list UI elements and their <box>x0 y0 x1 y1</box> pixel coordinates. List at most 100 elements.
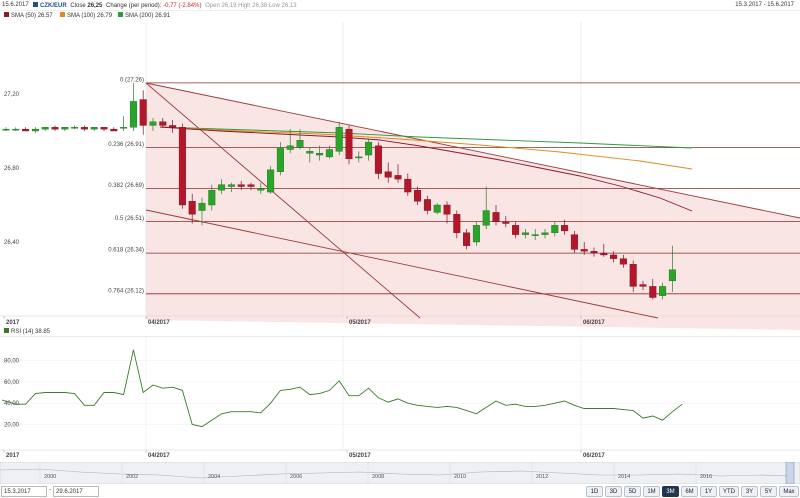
range-button-5d[interactable]: 5D <box>624 486 641 497</box>
navigator-selection[interactable] <box>785 462 795 484</box>
candle-body <box>218 184 226 191</box>
candle <box>2 127 10 131</box>
header-date: 15.6.2017 <box>2 2 29 8</box>
range-button-ytd[interactable]: YTD <box>719 486 739 497</box>
fib-levels: 0 (27.26) 0.236 (26.91) 0.382 (26.69) 0.5 (… <box>108 77 800 294</box>
timeline-navigator[interactable]: 2000 2002 2004 2006 2008 2010 2012 2014 2016 <box>0 462 800 484</box>
candle <box>247 182 255 191</box>
candle-body <box>619 258 627 265</box>
candle <box>668 245 676 292</box>
range-button-6m[interactable]: 6M <box>681 486 698 497</box>
candle-body <box>325 149 333 158</box>
candle-body <box>71 127 79 129</box>
candle-body <box>551 225 559 233</box>
ohlc-values: Open 26,19 High 26,38 Low 26,13 <box>205 3 297 9</box>
range-from-input[interactable]: 15.3.2017 <box>1 486 47 497</box>
candle <box>639 280 647 291</box>
header-period: 15.3.2017 - 15.6.2017 <box>735 2 794 8</box>
candle <box>414 186 422 205</box>
range-button-1y[interactable]: 1Y <box>700 486 717 497</box>
candle-body <box>276 147 284 172</box>
range-to-value: 29.6.2017 <box>56 489 83 495</box>
rsi-axis: 80,00 60,00 40,00 20,00 2017 04/2017 05/2017 06… <box>3 359 605 459</box>
y-tick-label: 26,80 <box>4 166 20 172</box>
candle <box>443 201 451 224</box>
candle <box>423 195 431 215</box>
legend-swatch-icon <box>118 12 123 17</box>
range-button-1m[interactable]: 1M <box>643 486 660 497</box>
navigator-year-label: 2002 <box>126 474 138 480</box>
candle <box>100 127 108 131</box>
candle <box>610 251 618 263</box>
close-value: 26,25 <box>87 3 103 9</box>
range-button-max[interactable]: Max <box>779 486 799 497</box>
sma-100-line <box>159 126 693 170</box>
header-symbol: CZK/EUR <box>40 3 67 9</box>
candle-body <box>100 127 108 130</box>
candle <box>629 260 637 292</box>
legend-value: 26.79 <box>97 13 113 19</box>
range-to-input[interactable]: 29.6.2017 <box>53 486 99 497</box>
candle-body <box>463 232 471 246</box>
price-chart[interactable]: 0 (27.26) 0.236 (26.91) 0.382 (26.69) 0.5 (… <box>0 0 800 330</box>
candle-body <box>237 184 245 187</box>
candle-body <box>482 210 490 226</box>
navigator-year-label: 2010 <box>454 474 466 480</box>
rsi-value: 38.85 <box>35 329 51 335</box>
range-button-1d[interactable]: 1D <box>586 486 603 497</box>
candle <box>198 197 206 226</box>
candle-body <box>169 125 177 128</box>
range-button-3m[interactable]: 3M <box>662 486 679 497</box>
price-axis: 27,20 26,80 26,40 2017 04/2017 05/2017 06/2017 <box>3 92 605 326</box>
candle <box>404 173 412 196</box>
rsi-y-tick-label: 40,00 <box>4 401 20 407</box>
fib-level-label: 0 (27.26) <box>120 77 144 83</box>
legend-value: 26.91 <box>155 13 171 19</box>
candle-body <box>433 204 441 213</box>
symbol-group[interactable]: CZK/EUR Close 26,25 Change (per period):… <box>33 2 297 9</box>
candle-body <box>404 178 412 193</box>
range-button-3y[interactable]: 3Y <box>741 486 758 497</box>
rsi-chart[interactable]: 80,00 60,00 40,00 20,00 2017 04/2017 05/2017 06… <box>0 336 800 460</box>
candle <box>335 121 343 156</box>
candle-body <box>120 127 128 129</box>
candle <box>472 221 480 246</box>
rsi-series-line <box>1 349 683 428</box>
candle-body <box>22 128 30 132</box>
x-tick-label: 2017 <box>6 320 20 326</box>
info-bar: 15.6.2017 CZK/EUR Close 26,25 Change (pe… <box>0 0 800 11</box>
candle-body <box>296 140 304 148</box>
candle <box>306 147 314 163</box>
rsi-swatch-icon <box>4 328 9 333</box>
candle-body <box>512 225 520 235</box>
candle-body <box>659 286 667 296</box>
candle-body <box>149 121 157 126</box>
candle-body <box>394 175 402 180</box>
legend-sma-100[interactable]: SMA (100) 26.79 <box>60 12 112 19</box>
candles <box>2 82 676 300</box>
candle-body <box>178 127 186 206</box>
legend-sma-200[interactable]: SMA (200) 26.91 <box>118 12 170 19</box>
sma-200-line <box>159 126 693 149</box>
candle <box>482 186 490 230</box>
candle-body <box>453 214 461 233</box>
candle-body <box>227 184 235 187</box>
range-button-3d[interactable]: 3D <box>605 486 622 497</box>
candle <box>257 182 265 194</box>
range-button-5y[interactable]: 5Y <box>760 486 777 497</box>
candle-body <box>561 225 569 232</box>
x-tick-label: 04/2017 <box>148 320 170 326</box>
legend-sma-50[interactable]: SMA (50) 26.57 <box>4 12 53 19</box>
navigator-year-label: 2004 <box>208 474 220 480</box>
candle-body <box>570 234 578 250</box>
candle-body <box>51 127 59 130</box>
candle <box>159 118 167 128</box>
candle <box>463 229 471 250</box>
candle-body <box>80 127 88 130</box>
candle <box>169 119 177 133</box>
candle-body <box>472 225 480 243</box>
candle <box>80 125 88 131</box>
rsi-legend[interactable]: RSI (14) 38.85 <box>4 328 50 335</box>
candle <box>492 205 500 226</box>
